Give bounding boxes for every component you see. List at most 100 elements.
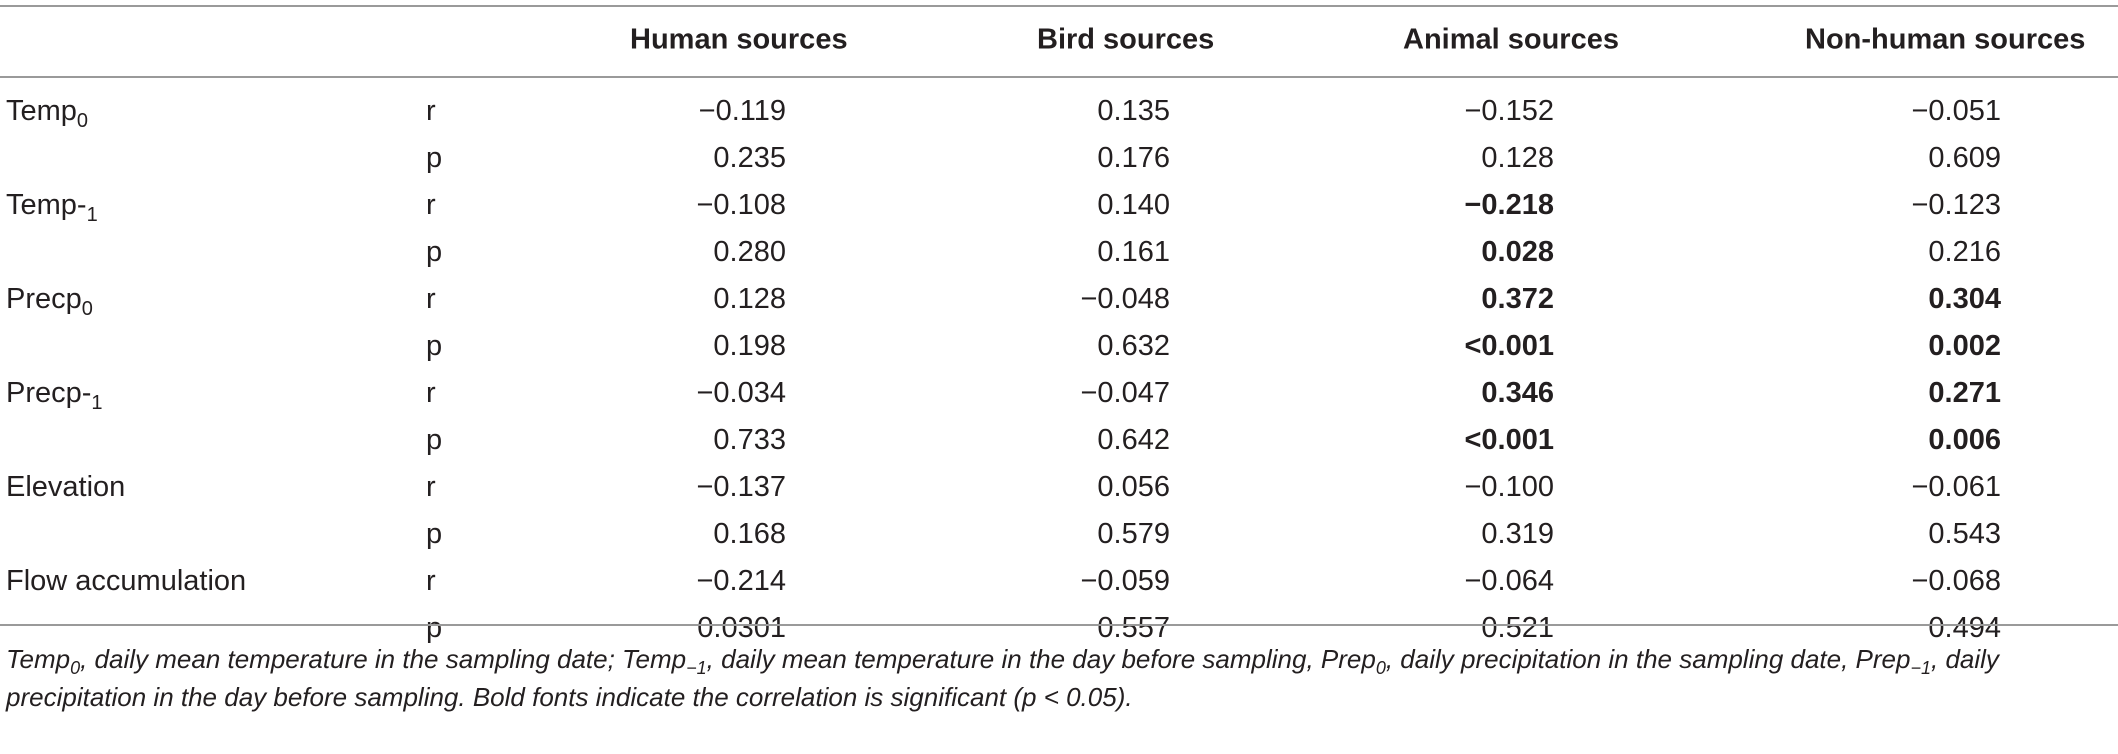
- value-cell: 0.056: [1097, 471, 1170, 503]
- value-cell: 0.642: [1097, 424, 1170, 456]
- footnote-text: , daily mean temperature in the sampling…: [80, 644, 687, 674]
- header-animal-sources: Animal sources: [1403, 23, 1619, 56]
- header-human-sources: Human sources: [630, 23, 848, 56]
- table-header-rule: [0, 76, 2118, 78]
- significant-value-cell: <0.001: [1464, 424, 1554, 456]
- footnote-subscript: −1: [686, 658, 707, 678]
- row-statistic-label: p: [426, 424, 443, 456]
- value-cell: 0.543: [1928, 518, 2001, 550]
- value-cell: 0.135: [1097, 95, 1170, 127]
- value-cell: 0.0301: [697, 612, 786, 644]
- row-variable-label: Elevation: [6, 464, 125, 511]
- footnote-subscript: 0: [1375, 658, 1386, 678]
- significant-value-cell: 0.002: [1928, 330, 2001, 362]
- table-row: Temp-1 r −0.108 0.140 −0.218 −0.123: [0, 182, 2118, 229]
- value-cell: −0.152: [1464, 95, 1554, 127]
- value-cell: −0.047: [1080, 377, 1170, 409]
- value-cell: −0.034: [696, 377, 786, 409]
- table-row: p 0.235 0.176 0.128 0.609: [0, 135, 2118, 182]
- value-cell: −0.123: [1911, 189, 2001, 221]
- value-cell: 0.161: [1097, 236, 1170, 268]
- footnote-text: , daily precipitation in the sampling da…: [1385, 644, 1911, 674]
- variable-name: Temp: [6, 95, 77, 127]
- footnote-text: Temp: [6, 644, 71, 674]
- table-bottom-rule: [0, 624, 2118, 626]
- row-variable-label: Precp0: [6, 276, 93, 323]
- value-cell: −0.214: [696, 565, 786, 597]
- value-cell: 0.128: [1481, 142, 1554, 174]
- row-statistic-label: r: [426, 95, 436, 127]
- row-statistic-label: r: [426, 471, 436, 503]
- value-cell: −0.064: [1464, 565, 1554, 597]
- value-cell: 0.494: [1928, 612, 2001, 644]
- table-row: Precp-1 r −0.034 −0.047 0.346 0.271: [0, 370, 2118, 417]
- value-cell: 0.168: [713, 518, 786, 550]
- row-statistic-label: p: [426, 612, 443, 644]
- row-statistic-label: p: [426, 142, 443, 174]
- footnote-subscript: −1: [1910, 658, 1932, 678]
- row-statistic-label: r: [426, 189, 436, 221]
- header-bird-sources: Bird sources: [1037, 23, 1215, 56]
- significant-value-cell: 0.304: [1928, 283, 2001, 315]
- value-cell: 0.128: [713, 283, 786, 315]
- value-cell: −0.100: [1464, 471, 1554, 503]
- significant-value-cell: 0.028: [1481, 236, 1554, 268]
- row-statistic-label: p: [426, 518, 443, 550]
- variable-name: Temp-: [6, 189, 87, 221]
- significant-value-cell: 0.271: [1928, 377, 2001, 409]
- table-row: Temp0 r −0.119 0.135 −0.152 −0.051: [0, 88, 2118, 135]
- value-cell: 0.557: [1097, 612, 1170, 644]
- table-row: Elevation r −0.137 0.056 −0.100 −0.061: [0, 464, 2118, 511]
- table-row: p 0.168 0.579 0.319 0.543: [0, 511, 2118, 558]
- value-cell: 0.733: [713, 424, 786, 456]
- variable-name: Flow accumulation: [6, 565, 247, 597]
- table-top-rule: [0, 5, 2118, 7]
- value-cell: −0.137: [696, 471, 786, 503]
- value-cell: 0.280: [713, 236, 786, 268]
- table-row: Precp0 r 0.128 −0.048 0.372 0.304: [0, 276, 2118, 323]
- significant-value-cell: −0.218: [1464, 189, 1554, 221]
- header-non-human-sources: Non-human sources: [1805, 23, 2086, 56]
- variable-subscript: 1: [86, 204, 98, 226]
- row-variable-label: Temp0: [6, 88, 88, 135]
- row-statistic-label: r: [426, 283, 436, 315]
- significant-value-cell: 0.006: [1928, 424, 2001, 456]
- row-variable-label: Temp-1: [6, 182, 98, 229]
- row-statistic-label: p: [426, 330, 443, 362]
- value-cell: −0.068: [1911, 565, 2001, 597]
- row-variable-label: Flow accumulation: [6, 558, 246, 605]
- value-cell: 0.579: [1097, 518, 1170, 550]
- significant-value-cell: 0.346: [1481, 377, 1554, 409]
- footnote-text: , daily mean temperature in the day befo…: [706, 644, 1376, 674]
- table-row: p 0.280 0.161 0.028 0.216: [0, 229, 2118, 276]
- value-cell: −0.048: [1080, 283, 1170, 315]
- value-cell: −0.051: [1911, 95, 2001, 127]
- row-statistic-label: r: [426, 565, 436, 597]
- significant-value-cell: <0.001: [1464, 330, 1554, 362]
- variable-name: Elevation: [6, 471, 126, 503]
- footnote-text: , daily precipitation in the day before …: [6, 644, 1999, 712]
- variable-subscript: 0: [81, 298, 93, 320]
- row-variable-label: Precp-1: [6, 370, 103, 417]
- value-cell: 0.521: [1481, 612, 1554, 644]
- value-cell: −0.119: [698, 95, 786, 127]
- value-cell: 0.140: [1097, 189, 1170, 221]
- value-cell: 0.319: [1481, 518, 1554, 550]
- variable-name: Precp-: [6, 377, 92, 409]
- value-cell: −0.108: [696, 189, 786, 221]
- table-row: Flow accumulation r −0.214 −0.059 −0.064 −0.0…: [0, 558, 2118, 605]
- row-statistic-label: r: [426, 377, 436, 409]
- value-cell: 0.609: [1928, 142, 2001, 174]
- value-cell: −0.059: [1080, 565, 1170, 597]
- value-cell: 0.235: [713, 142, 786, 174]
- value-cell: 0.216: [1928, 236, 2001, 268]
- value-cell: 0.198: [713, 330, 786, 362]
- variable-subscript: 0: [76, 110, 89, 132]
- significant-value-cell: 0.372: [1481, 283, 1554, 315]
- table-row: p 0.0301 0.557 0.521 0.494: [0, 605, 2118, 652]
- footnote-subscript: 0: [70, 658, 81, 678]
- value-cell: 0.176: [1097, 142, 1170, 174]
- table-row: p 0.198 0.632 <0.001 0.002: [0, 323, 2118, 370]
- value-cell: −0.061: [1911, 471, 2001, 503]
- table-footnote: Temp0, daily mean temperature in the sam…: [6, 640, 2106, 716]
